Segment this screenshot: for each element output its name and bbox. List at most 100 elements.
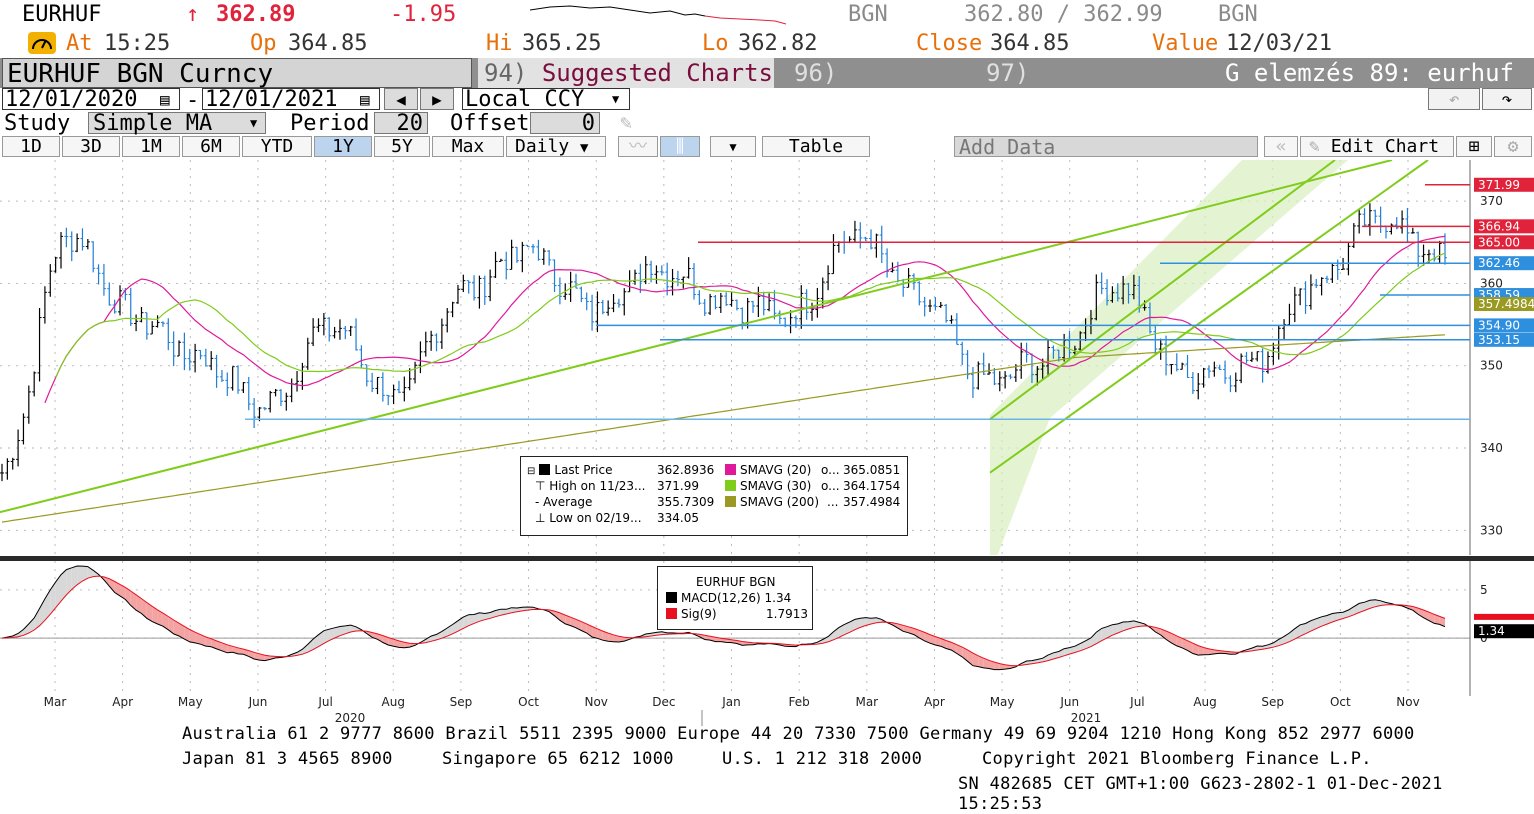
pencil-icon[interactable]: ✎ xyxy=(620,110,633,134)
range-ytd-button[interactable]: YTD xyxy=(242,136,312,157)
offset-input[interactable]: 0 xyxy=(530,112,600,135)
range-1y-button[interactable]: 1Y xyxy=(314,136,372,157)
edit-menu[interactable]: 97) Edit ▼ xyxy=(980,58,1112,117)
macd-fill xyxy=(1380,600,1386,606)
macd-tag xyxy=(1474,624,1534,639)
macd-fill xyxy=(828,631,834,642)
table-button[interactable]: Table xyxy=(762,136,870,157)
range-max-button[interactable]: Max xyxy=(432,136,504,157)
average-icon: - xyxy=(535,495,544,509)
macd-fill xyxy=(1316,616,1322,629)
redo-button[interactable]: ↷ xyxy=(1482,88,1532,110)
end-date-input[interactable]: 12/01/2021 xyxy=(202,88,380,111)
currency-select[interactable]: Local CCY xyxy=(462,88,630,111)
gauge-icon xyxy=(28,32,56,54)
macd-fill xyxy=(221,642,228,653)
gear-icon[interactable]: ⚙ xyxy=(1494,136,1532,157)
range-5y-button[interactable]: 5Y xyxy=(374,136,430,157)
macd-fill xyxy=(109,578,115,593)
macd-fill xyxy=(23,623,29,636)
range-1m-button[interactable]: 1M xyxy=(122,136,180,157)
line-chart-icon[interactable]: 〰 xyxy=(618,136,658,157)
price-legend[interactable]: ⊟ Last Price 362.8936 ⊤ High on 11/23... … xyxy=(520,456,908,536)
macd-fill xyxy=(624,637,630,642)
macd-fill xyxy=(575,619,582,631)
security-field[interactable]: EURHUF BGN Curncy xyxy=(2,58,472,89)
legend-name: SMAVG (30) xyxy=(740,479,812,493)
macd-fill xyxy=(860,617,866,628)
low-icon: ⊥ xyxy=(535,511,550,525)
legend-row: Sig(9) xyxy=(666,607,717,621)
legend-value: 334.05 xyxy=(657,511,699,525)
undo-button[interactable]: ↶ xyxy=(1428,88,1480,110)
macd-fill xyxy=(935,636,941,647)
chevron-down-icon[interactable]: ▼ xyxy=(250,116,258,130)
edit-chart-button[interactable]: ✎ Edit Chart xyxy=(1300,136,1454,157)
collapse-icon[interactable]: « xyxy=(1264,136,1298,157)
price-tag-label: 357.4984 xyxy=(1478,297,1534,311)
x-tick-label: May xyxy=(990,695,1015,709)
calendar-icon[interactable]: ▤ xyxy=(160,90,170,109)
actions-menu[interactable]: 96) Actions ▼ xyxy=(786,58,970,117)
price-tag-label: 353.15 xyxy=(1478,333,1520,347)
period-input[interactable]: 20 xyxy=(374,112,428,135)
channel-lower xyxy=(989,160,1429,474)
macd-legend[interactable]: EURHUF BGN MACD(12,26) 1.34 Sig(9) 1.791… xyxy=(657,566,813,630)
range-6m-button[interactable]: 6M xyxy=(182,136,240,157)
macd-fill xyxy=(238,647,244,655)
chevron-down-icon[interactable]: ▼ xyxy=(612,92,620,106)
macd-fill xyxy=(162,613,169,630)
chart-type-dropdown[interactable]: ▼ xyxy=(710,136,756,157)
x-tick-label: Oct xyxy=(1330,695,1351,709)
macd-fill xyxy=(865,617,872,626)
macd-fill xyxy=(71,565,78,590)
macd-fill xyxy=(436,631,442,640)
year-label: 2020 xyxy=(335,711,366,725)
start-date-input[interactable]: 12/01/2020 xyxy=(2,88,180,111)
legend-row: ⊟ Last Price xyxy=(527,463,612,477)
quote-source-2: BGN xyxy=(1218,2,1258,27)
footer-copyright: Copyright 2021 Bloomberg Finance L.P. xyxy=(982,749,1372,769)
macd-fill xyxy=(39,598,45,626)
legend-value: 1.34 xyxy=(764,591,792,605)
macd-fill xyxy=(1332,612,1338,622)
legend-extra: o... xyxy=(821,479,840,493)
macd-fill xyxy=(77,565,83,585)
suggested-charts-button[interactable]: 94) Suggested Charts xyxy=(478,58,774,88)
x-tick-label: Jun xyxy=(248,695,268,709)
chart-settings-icon[interactable]: ⊞ xyxy=(1456,136,1492,157)
macd-fill xyxy=(854,618,861,630)
y-tick-label: 360 xyxy=(1480,276,1503,290)
macd-chart[interactable]: 051.34 xyxy=(0,561,1534,696)
x-tick-label: Mar xyxy=(855,695,878,709)
x-tick-label: Nov xyxy=(584,695,607,709)
frequency-select[interactable]: Daily ▼ xyxy=(506,136,606,157)
calendar-icon[interactable]: ▤ xyxy=(360,90,370,109)
macd-fill xyxy=(1364,600,1370,611)
price-tag-label: 371.99 xyxy=(1478,178,1520,192)
legend-value: 371.99 xyxy=(657,479,699,493)
add-data-input[interactable]: Add Data xyxy=(954,136,1258,157)
macd-fill xyxy=(425,636,432,643)
macd-fill xyxy=(597,628,603,641)
macd-fill xyxy=(1123,621,1129,631)
close-label: Close xyxy=(916,31,983,56)
price-chart[interactable]: 330 340 350 360 370 371.99 366.94 365.00 362.46 3… xyxy=(0,160,1534,555)
collapse-icon[interactable]: ⊟ xyxy=(527,466,536,477)
macd-fill xyxy=(838,624,845,638)
range-1d-button[interactable]: 1D xyxy=(2,136,60,157)
chevron-down-icon: ▼ xyxy=(1053,99,1063,115)
chevron-down-icon: ▼ xyxy=(580,140,589,156)
value-label: Value xyxy=(1152,31,1219,56)
macd-fill xyxy=(1101,626,1108,641)
pane-divider[interactable] xyxy=(0,556,1534,561)
prev-period-button[interactable]: ◀ xyxy=(384,88,418,110)
high-label: Hi xyxy=(486,31,513,56)
macd-fill xyxy=(184,626,190,642)
sma30-line xyxy=(55,252,1446,378)
bar-chart-icon[interactable]: ⫼ xyxy=(660,136,700,157)
next-period-button[interactable]: ▶ xyxy=(420,88,454,110)
range-3d-button[interactable]: 3D xyxy=(62,136,120,157)
macd-fill xyxy=(297,649,303,656)
study-select[interactable]: Simple MA xyxy=(88,112,266,135)
